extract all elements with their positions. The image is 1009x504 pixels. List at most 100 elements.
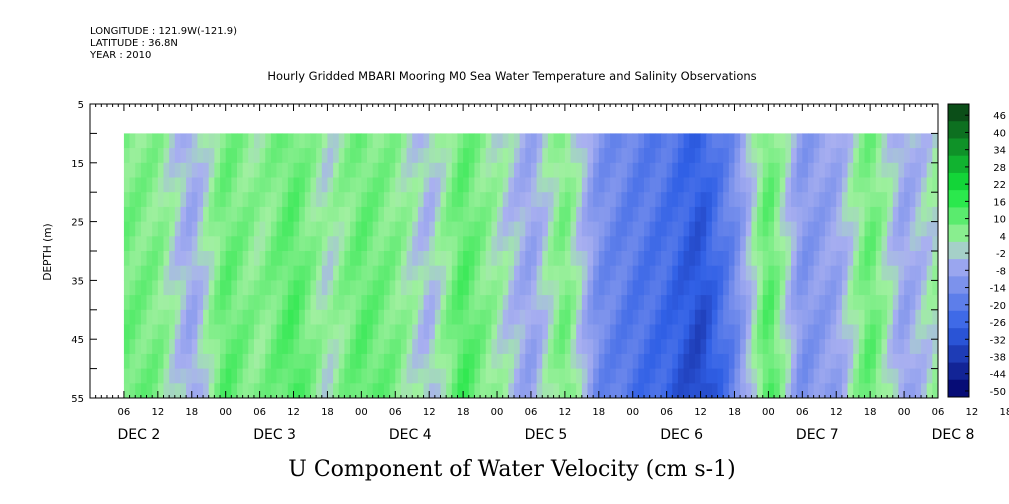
heatmap-cell <box>802 162 809 178</box>
colorbar-label: -44 <box>990 370 1006 381</box>
heatmap-cell <box>123 133 130 149</box>
heatmap-cell <box>847 192 854 208</box>
heatmap-cell <box>768 133 775 149</box>
heatmap-cell <box>321 177 328 193</box>
heatmap-cell <box>836 236 843 252</box>
heatmap-cell <box>796 295 803 311</box>
x-hour-label: 00 <box>898 407 911 418</box>
heatmap-cell <box>270 206 277 222</box>
heatmap-cell <box>203 148 210 164</box>
heatmap-cell <box>802 221 809 237</box>
heatmap-cell <box>847 221 854 237</box>
heatmap-cell <box>451 206 458 222</box>
heatmap-cell <box>547 221 554 237</box>
heatmap-cell <box>248 177 255 193</box>
heatmap-cell <box>802 280 809 296</box>
heatmap-cell <box>191 324 198 340</box>
heatmap-cell <box>570 206 577 222</box>
heatmap-cell <box>372 353 379 369</box>
heatmap-cell <box>186 339 193 355</box>
heatmap-cell <box>220 162 227 178</box>
heatmap-cell <box>745 192 752 208</box>
heatmap-cell <box>762 206 769 222</box>
heatmap-cell <box>502 162 509 178</box>
heatmap-cell <box>655 339 662 355</box>
heatmap-cell <box>485 280 492 296</box>
heatmap-cell <box>361 221 368 237</box>
heatmap-cell <box>242 339 249 355</box>
heatmap-cell <box>723 133 730 149</box>
heatmap-cell <box>530 309 538 325</box>
heatmap-cell <box>881 309 888 325</box>
heatmap-cell <box>491 265 498 281</box>
heatmap-cell <box>796 177 803 193</box>
heatmap-cell <box>463 148 470 164</box>
heatmap-cell <box>887 309 894 325</box>
heatmap-cell <box>672 339 679 355</box>
heatmap-cell <box>327 251 334 267</box>
heatmap-cell <box>508 383 515 399</box>
heatmap-cell <box>361 265 368 281</box>
heatmap-cell <box>248 206 255 222</box>
heatmap-cell <box>621 162 628 178</box>
heatmap-cell <box>700 133 707 149</box>
heatmap-cell <box>525 324 532 340</box>
heatmap-cell <box>463 133 470 149</box>
heatmap-cell <box>915 280 922 296</box>
heatmap-cell <box>146 353 153 369</box>
heatmap-cell <box>864 265 871 281</box>
heatmap-cell <box>909 251 916 267</box>
heatmap-cell <box>570 383 577 399</box>
heatmap-cell <box>841 280 848 296</box>
heatmap-cell <box>672 206 679 222</box>
heatmap-cell <box>870 162 877 178</box>
heatmap-cell <box>508 368 515 384</box>
heatmap-cell <box>904 339 911 355</box>
heatmap-cell <box>367 324 374 340</box>
heatmap-cell <box>434 192 441 208</box>
heatmap-cell <box>378 295 385 311</box>
heatmap-cell <box>400 339 407 355</box>
heatmap-cell <box>553 162 560 178</box>
heatmap-cell <box>253 265 260 281</box>
heatmap-cell <box>796 339 803 355</box>
heatmap-cell <box>841 251 848 267</box>
heatmap-cell <box>174 368 181 384</box>
heatmap-cell <box>689 295 696 311</box>
heatmap-cell <box>140 368 147 384</box>
heatmap-cell <box>881 265 888 281</box>
heatmap-cell <box>683 251 690 267</box>
heatmap-cell <box>700 206 707 222</box>
heatmap-cell <box>310 324 317 340</box>
heatmap-cell <box>389 339 396 355</box>
heatmap-cell <box>389 383 396 399</box>
heatmap-cell <box>197 148 204 164</box>
heatmap-cell <box>841 221 848 237</box>
heatmap-cell <box>689 162 696 178</box>
heatmap-cell <box>564 324 571 340</box>
heatmap-cell <box>689 324 696 340</box>
heatmap-cell <box>757 368 764 384</box>
heatmap-cell <box>768 295 775 311</box>
heatmap-cell <box>361 251 368 267</box>
heatmap-cell <box>593 148 600 164</box>
heatmap-cell <box>186 206 193 222</box>
heatmap-cell <box>683 133 690 149</box>
heatmap-cell <box>638 236 645 252</box>
heatmap-cell <box>383 192 391 208</box>
heatmap-cell <box>468 339 475 355</box>
heatmap-cell <box>157 192 164 208</box>
heatmap-cell <box>898 280 905 296</box>
heatmap-cell <box>321 368 328 384</box>
heatmap-cell <box>180 206 187 222</box>
heatmap-cell <box>683 309 690 325</box>
heatmap-cell <box>463 280 470 296</box>
heatmap-cell <box>847 133 854 149</box>
heatmap-cell <box>598 162 605 178</box>
heatmap-cell <box>474 192 481 208</box>
colorbar-label: 16 <box>993 197 1006 208</box>
heatmap-cell <box>853 236 860 252</box>
heatmap-cell <box>830 383 837 399</box>
heatmap-cell <box>779 383 786 399</box>
heatmap-cell <box>282 221 289 237</box>
